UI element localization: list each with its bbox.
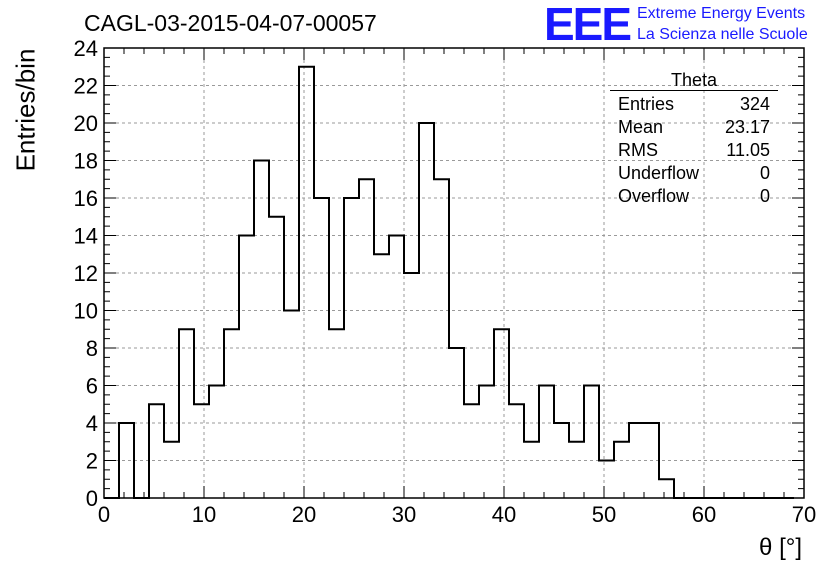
histogram-bin xyxy=(374,254,389,498)
histogram-bin xyxy=(329,329,344,498)
x-axis-label: θ [°] xyxy=(759,534,802,561)
histogram-bin xyxy=(269,217,284,498)
histogram-bin xyxy=(224,329,239,498)
histogram-bin xyxy=(194,404,209,498)
stats-row-underflow: Underflow 0 xyxy=(610,162,778,185)
histogram-bin xyxy=(659,479,674,498)
plot-title: CAGL-03-2015-04-07-00057 xyxy=(84,10,377,36)
y-tick-label: 22 xyxy=(74,74,98,99)
stats-label: Entries xyxy=(618,94,675,114)
logo-line-1: Extreme Energy Events xyxy=(637,5,806,22)
y-tick-label: 12 xyxy=(74,261,98,286)
stats-title: Theta xyxy=(610,70,778,91)
histogram-bin xyxy=(299,67,314,498)
y-tick-label: 0 xyxy=(86,486,98,511)
x-tick-label: 70 xyxy=(792,502,816,527)
x-tick-label: 0 xyxy=(98,502,110,527)
histogram-bin xyxy=(524,442,539,498)
grid-lines xyxy=(104,48,804,498)
y-tick-label: 8 xyxy=(86,336,98,361)
stats-label: Mean xyxy=(618,117,664,137)
stats-row-entries: Entries 324 xyxy=(610,93,778,116)
x-tick-label: 10 xyxy=(192,502,216,527)
eee-logo-mark: EEE xyxy=(544,0,632,50)
x-tick-label: 40 xyxy=(492,502,516,527)
stats-label: Underflow xyxy=(618,163,700,183)
x-tick-label: 60 xyxy=(692,502,716,527)
histogram-bin xyxy=(419,123,434,498)
histogram-bin xyxy=(434,179,449,498)
histogram-bin xyxy=(149,404,164,498)
histogram-bars xyxy=(104,65,794,499)
y-axis-label: Entries/bin xyxy=(6,40,46,180)
y-axis-label-text: Entries/bin xyxy=(10,48,41,172)
y-tick-label: 20 xyxy=(74,111,98,136)
histogram-outline xyxy=(104,65,794,499)
axes xyxy=(103,47,805,499)
histogram-bin xyxy=(284,311,299,499)
histogram-bin xyxy=(509,404,524,498)
histogram-bin xyxy=(599,461,614,499)
histogram-bin xyxy=(539,386,554,499)
stats-value: 0 xyxy=(759,163,770,183)
stats-label: RMS xyxy=(618,140,658,160)
histogram-bin xyxy=(179,329,194,498)
histogram-bin xyxy=(164,442,179,498)
y-tick-label: 16 xyxy=(74,186,98,211)
histogram-bin xyxy=(569,442,584,498)
y-tick-label: 24 xyxy=(74,36,98,61)
y-tick-label: 2 xyxy=(86,449,98,474)
histogram-bin xyxy=(464,404,479,498)
histogram-bin xyxy=(239,236,254,499)
histogram-bin xyxy=(254,161,269,499)
stats-row-overflow: Overflow 0 xyxy=(610,185,778,208)
x-tick-label: 50 xyxy=(592,502,616,527)
stats-box: Theta Entries 324 Mean 23.17 RMS 11.05 U… xyxy=(610,70,778,208)
histogram-bin xyxy=(449,348,464,498)
y-tick-label: 10 xyxy=(74,299,98,324)
histogram-bin xyxy=(629,423,644,498)
histogram-bin xyxy=(479,386,494,499)
stats-label: Overflow xyxy=(618,186,690,206)
histogram-bin xyxy=(119,423,134,498)
histogram-bin xyxy=(584,386,599,499)
stats-row-rms: RMS 11.05 xyxy=(610,139,778,162)
y-tick-label: 4 xyxy=(86,411,98,436)
histogram-bin xyxy=(614,442,629,498)
y-tick-label: 18 xyxy=(74,149,98,174)
stats-value: 324 xyxy=(739,94,770,114)
y-tick-label: 14 xyxy=(74,224,98,249)
histogram-bin xyxy=(494,329,509,498)
histogram-bin xyxy=(209,386,224,499)
y-tick-label: 6 xyxy=(86,374,98,399)
stats-value: 23.17 xyxy=(724,117,770,137)
histogram-bin xyxy=(359,179,374,498)
stats-value: 11.05 xyxy=(726,140,770,160)
logo-line-2: La Scienza nelle Scuole xyxy=(637,26,808,43)
x-tick-label: 20 xyxy=(292,502,316,527)
x-tick-label: 30 xyxy=(392,502,416,527)
stats-value: 0 xyxy=(759,186,770,206)
stats-row-mean: Mean 23.17 xyxy=(610,116,778,139)
histogram-bin xyxy=(389,236,404,499)
